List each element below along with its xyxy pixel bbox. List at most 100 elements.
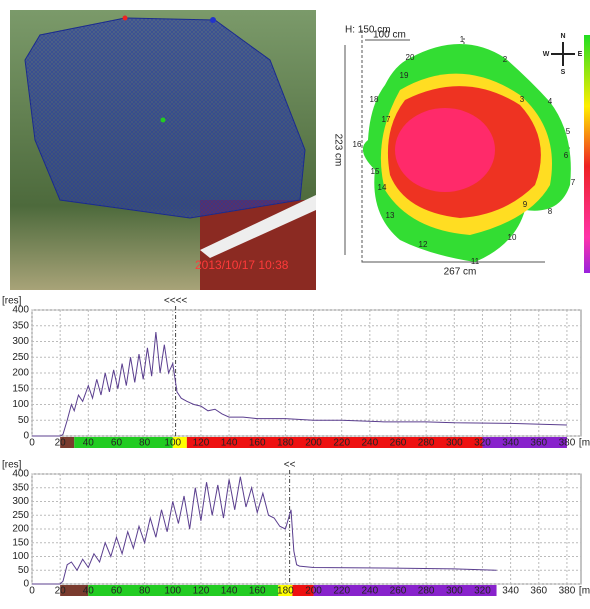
compass-label: N	[560, 33, 565, 40]
zone	[172, 437, 187, 448]
x-tick-label: 180	[277, 438, 294, 449]
y-tick-label: 50	[18, 565, 30, 576]
y-tick-label: 250	[12, 352, 29, 363]
y-axis-label: [res]	[2, 460, 22, 471]
depth-label: 223 cm	[332, 134, 343, 167]
zone	[278, 585, 293, 596]
x-tick-label: 340	[502, 438, 519, 449]
x-tick-label: 120	[193, 586, 210, 597]
y-tick-label: 50	[18, 415, 30, 426]
timestamp: 2013/10/17 10:38	[195, 258, 289, 272]
compass-label: S	[561, 69, 566, 76]
y-tick-label: 400	[12, 469, 29, 480]
tomogram: H: 150 cm 100 cm 223 cm 267 cm	[332, 25, 590, 278]
y-tick-label: 400	[12, 305, 29, 316]
compass-label: E	[578, 51, 583, 58]
x-tick-label: 240	[362, 586, 379, 597]
scale-label: 100 cm	[373, 30, 406, 41]
x-tick-label: 40	[83, 438, 95, 449]
y-axis-label: [res]	[2, 296, 22, 307]
x-tick-label: 280	[418, 438, 435, 449]
y-tick-label: 150	[12, 537, 29, 548]
x-tick-label: 200	[305, 438, 322, 449]
sensor-label: 1	[460, 35, 465, 44]
sensor-label: 11	[471, 257, 480, 266]
photo: 2013/10/17 10:38	[10, 10, 316, 290]
sensor-label: 4	[548, 97, 553, 106]
x-tick-label: 60	[111, 586, 123, 597]
y-tick-label: 350	[12, 482, 29, 493]
y-tick-label: 250	[12, 510, 29, 521]
sensor-label: 10	[508, 233, 517, 242]
x-tick-label: 160	[249, 586, 266, 597]
sensor-label: 12	[419, 240, 428, 249]
zone	[482, 437, 567, 448]
x-tick-label: 160	[249, 438, 266, 449]
x-tick-label: 140	[221, 586, 238, 597]
sensor-label: 19	[400, 71, 409, 80]
zone	[60, 437, 75, 448]
zone	[313, 585, 497, 596]
x-tick-label: 360	[530, 438, 547, 449]
y-tick-label: 100	[12, 551, 29, 562]
x-tick-label: 240	[362, 438, 379, 449]
y-tick-label: 200	[12, 368, 29, 379]
x-tick-label: 20	[55, 438, 67, 449]
compass-label: W	[543, 51, 550, 58]
x-tick-label: 280	[418, 586, 435, 597]
zone	[74, 437, 173, 448]
x-tick-label: 0	[29, 586, 35, 597]
x-tick-label: 340	[502, 586, 519, 597]
sensor-label: 7	[571, 178, 576, 187]
marker-label: <<	[284, 460, 296, 471]
x-tick-label: 300	[446, 438, 463, 449]
x-tick-label: 320	[474, 438, 491, 449]
sensor-label: 8	[548, 207, 553, 216]
sensor-label: 13	[386, 211, 395, 220]
x-tick-label: 140	[221, 438, 238, 449]
x-tick-label: 0	[29, 438, 35, 449]
y-tick-label: 0	[23, 579, 29, 590]
x-axis-label: [mm]	[579, 438, 590, 449]
y-tick-label: 200	[12, 524, 29, 535]
width-label: 267 cm	[444, 267, 477, 278]
x-tick-label: 220	[333, 438, 350, 449]
x-tick-label: 120	[193, 438, 210, 449]
sensor-label: 20	[406, 53, 415, 62]
y-tick-label: 150	[12, 383, 29, 394]
sensor-label: 2	[503, 55, 508, 64]
y-tick-label: 300	[12, 336, 29, 347]
zone	[88, 585, 279, 596]
sensor-label: 14	[378, 183, 387, 192]
sensor-label: 3	[520, 95, 525, 104]
x-tick-label: 60	[111, 438, 123, 449]
height-label: H: 150 cm	[345, 25, 391, 36]
y-tick-label: 0	[23, 431, 29, 442]
x-tick-label: 360	[530, 586, 547, 597]
x-tick-label: 320	[474, 586, 491, 597]
x-tick-label: 20	[55, 586, 67, 597]
x-tick-label: 220	[333, 586, 350, 597]
x-tick-label: 40	[83, 586, 95, 597]
x-tick-label: 260	[390, 586, 407, 597]
plot-frame	[31, 473, 582, 585]
sensor-label: 15	[371, 167, 380, 176]
x-tick-label: 100	[164, 438, 181, 449]
x-tick-label: 200	[305, 586, 322, 597]
sensor-label: 6	[564, 151, 569, 160]
x-tick-label: 260	[390, 438, 407, 449]
y-tick-label: 350	[12, 320, 29, 331]
x-tick-label: 180	[277, 586, 294, 597]
sensor-label: 5	[566, 127, 571, 136]
x-tick-label: 300	[446, 586, 463, 597]
zone	[186, 437, 483, 448]
x-tick-label: 80	[139, 586, 151, 597]
x-tick-label: 80	[139, 438, 151, 449]
x-tick-label: 100	[164, 586, 181, 597]
sensor-label: 9	[523, 200, 528, 209]
x-axis-label: [mm]	[579, 586, 590, 597]
sensor-label: 16	[353, 140, 362, 149]
